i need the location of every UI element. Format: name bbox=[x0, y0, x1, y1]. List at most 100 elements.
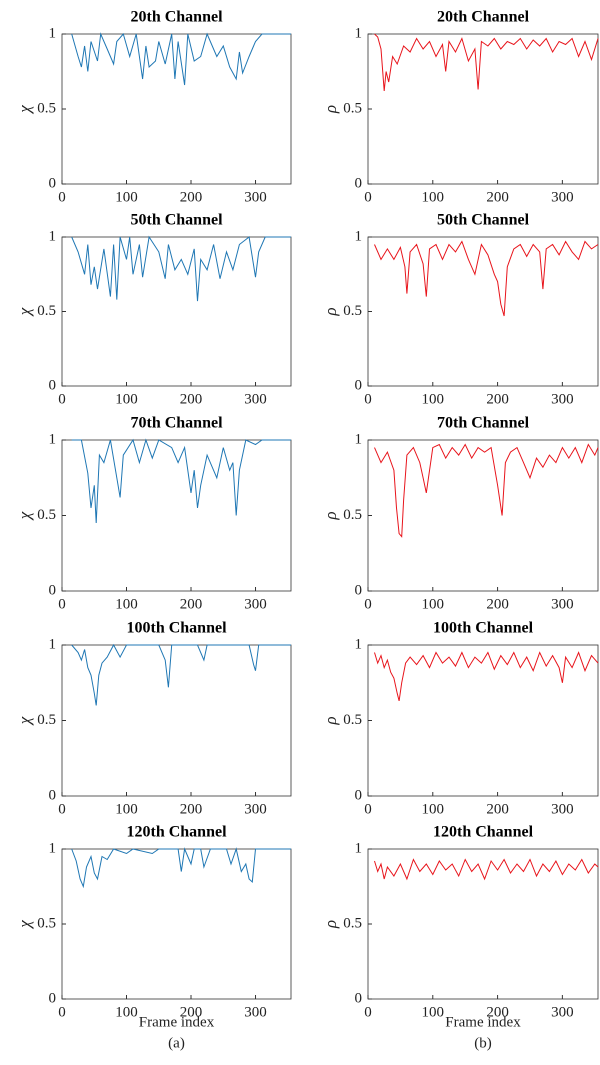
x-tick-label: 200 bbox=[486, 1004, 509, 1020]
x-tick-label: 0 bbox=[364, 391, 372, 407]
data-line bbox=[374, 858, 599, 881]
y-tick-label: 0.5 bbox=[37, 303, 56, 319]
y-tick-label: 0 bbox=[355, 787, 363, 803]
y-axis-label: χ bbox=[15, 920, 34, 930]
x-tick-label: 200 bbox=[486, 596, 509, 612]
panel-caption: (a) bbox=[168, 1035, 185, 1051]
y-tick-label: 1 bbox=[355, 840, 363, 856]
x-tick-label: 300 bbox=[551, 596, 574, 612]
y-tick-label: 0.5 bbox=[343, 303, 362, 319]
x-tick-label: 200 bbox=[180, 391, 203, 407]
x-tick-label: 0 bbox=[364, 1004, 372, 1020]
x-tick-label: 200 bbox=[486, 801, 509, 817]
x-tick-label: 100 bbox=[115, 801, 138, 817]
x-tick-label: 300 bbox=[551, 1004, 574, 1020]
x-tick-label: 300 bbox=[551, 391, 574, 407]
chart-title: 100th Channel bbox=[126, 620, 227, 637]
chart-title: 120th Channel bbox=[433, 824, 534, 841]
x-tick-label: 100 bbox=[422, 801, 445, 817]
y-tick-label: 0.5 bbox=[37, 915, 56, 931]
y-tick-label: 1 bbox=[355, 431, 363, 447]
y-tick-label: 0.5 bbox=[343, 100, 362, 116]
x-tick-label: 100 bbox=[115, 1004, 138, 1020]
y-axis-label: ρ bbox=[321, 105, 340, 114]
data-line bbox=[71, 32, 291, 86]
y-tick-label: 1 bbox=[49, 840, 57, 856]
plot-frame bbox=[61, 236, 292, 387]
y-tick-label: 0 bbox=[355, 377, 363, 393]
x-tick-label: 200 bbox=[486, 189, 509, 205]
plot-frame bbox=[367, 644, 599, 797]
y-tick-label: 0 bbox=[49, 582, 57, 598]
y-tick-label: 1 bbox=[355, 228, 363, 244]
chart-title: 20th Channel bbox=[130, 9, 223, 26]
x-tick-label: 0 bbox=[58, 596, 66, 612]
plot-frame bbox=[367, 33, 599, 185]
x-tick-label: 300 bbox=[551, 801, 574, 817]
x-tick-label: 0 bbox=[364, 596, 372, 612]
y-tick-label: 0 bbox=[355, 990, 363, 1006]
data-line bbox=[71, 643, 291, 706]
x-tick-label: 0 bbox=[58, 801, 66, 817]
y-tick-label: 0.5 bbox=[343, 507, 362, 523]
y-axis-label: ρ bbox=[321, 920, 340, 929]
x-tick-label: 100 bbox=[115, 189, 138, 205]
y-tick-label: 0 bbox=[355, 582, 363, 598]
chart-title: 70th Channel bbox=[437, 415, 530, 432]
y-axis-label: χ bbox=[15, 105, 34, 115]
x-axis-label: Frame index bbox=[445, 1014, 521, 1030]
y-tick-label: 0 bbox=[49, 377, 57, 393]
y-tick-label: 0 bbox=[49, 990, 57, 1006]
y-tick-label: 1 bbox=[355, 636, 363, 652]
x-tick-label: 100 bbox=[115, 391, 138, 407]
y-tick-label: 1 bbox=[49, 431, 57, 447]
x-tick-label: 0 bbox=[58, 391, 66, 407]
y-axis-label: χ bbox=[15, 511, 34, 521]
y-tick-label: 0 bbox=[355, 175, 363, 191]
y-tick-label: 0.5 bbox=[37, 712, 56, 728]
y-tick-label: 1 bbox=[355, 25, 363, 41]
x-tick-label: 0 bbox=[58, 189, 66, 205]
y-axis-label: ρ bbox=[321, 716, 340, 725]
y-tick-label: 1 bbox=[49, 25, 57, 41]
y-axis-label: χ bbox=[15, 716, 34, 726]
data-line bbox=[71, 235, 291, 302]
y-axis-label: χ bbox=[15, 307, 34, 317]
x-tick-label: 100 bbox=[422, 596, 445, 612]
x-tick-label: 0 bbox=[364, 189, 372, 205]
data-line bbox=[71, 438, 291, 524]
x-tick-label: 300 bbox=[244, 189, 267, 205]
y-tick-label: 0.5 bbox=[37, 100, 56, 116]
panel-caption: (b) bbox=[474, 1035, 492, 1051]
x-tick-label: 0 bbox=[58, 1004, 66, 1020]
chart-title: 20th Channel bbox=[437, 9, 530, 26]
plot-frame bbox=[61, 644, 292, 797]
data-line bbox=[374, 443, 599, 538]
y-axis-label: ρ bbox=[321, 307, 340, 316]
x-tick-label: 300 bbox=[244, 801, 267, 817]
y-tick-label: 0 bbox=[49, 787, 57, 803]
data-line bbox=[71, 847, 291, 889]
chart-title: 50th Channel bbox=[130, 212, 223, 229]
x-tick-label: 200 bbox=[180, 801, 203, 817]
x-tick-label: 300 bbox=[244, 391, 267, 407]
x-tick-label: 300 bbox=[244, 1004, 267, 1020]
x-tick-label: 100 bbox=[422, 189, 445, 205]
x-tick-label: 200 bbox=[486, 391, 509, 407]
chart-title: 100th Channel bbox=[433, 620, 534, 637]
data-line bbox=[374, 240, 599, 317]
x-tick-label: 300 bbox=[551, 189, 574, 205]
chart-title: 120th Channel bbox=[126, 824, 227, 841]
y-tick-label: 1 bbox=[49, 636, 57, 652]
y-tick-label: 0.5 bbox=[343, 915, 362, 931]
x-tick-label: 100 bbox=[115, 596, 138, 612]
data-line bbox=[374, 33, 599, 92]
y-tick-label: 0.5 bbox=[343, 712, 362, 728]
chart-title: 50th Channel bbox=[437, 212, 530, 229]
plot-frame bbox=[367, 236, 599, 387]
x-tick-label: 200 bbox=[180, 1004, 203, 1020]
x-tick-label: 100 bbox=[422, 1004, 445, 1020]
x-tick-label: 100 bbox=[422, 391, 445, 407]
y-axis-label: ρ bbox=[321, 511, 340, 520]
data-line bbox=[374, 651, 599, 702]
